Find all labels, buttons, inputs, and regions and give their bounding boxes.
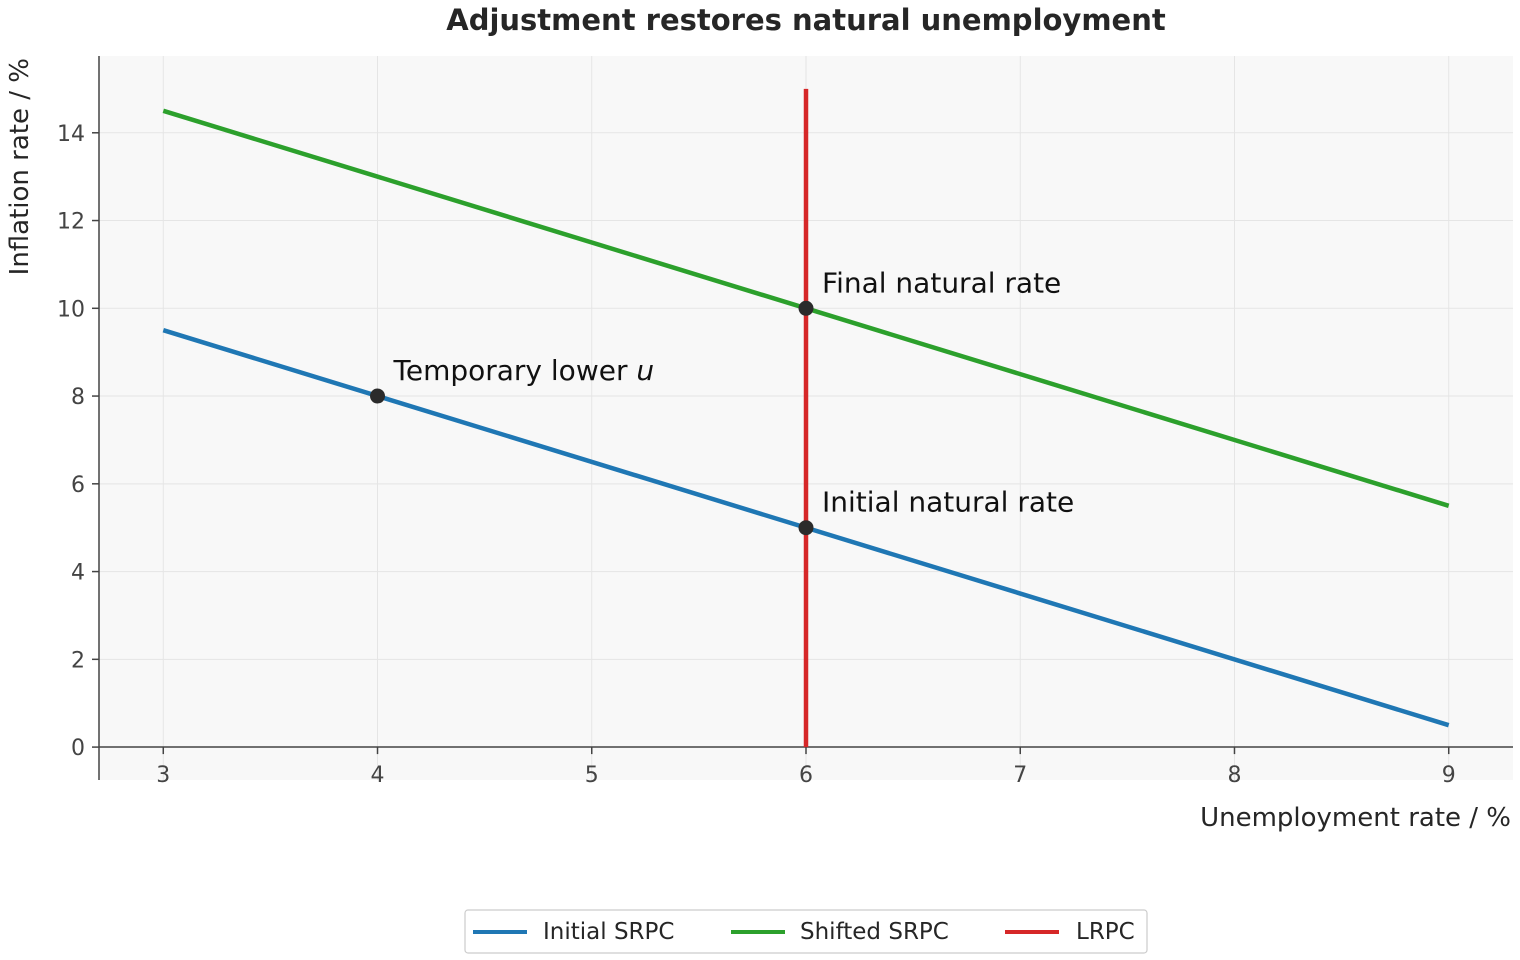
x-tick-label-0: 3 xyxy=(156,763,170,788)
legend-label-initial-srpc: Initial SRPC xyxy=(543,919,674,945)
y-tick-label-0: 0 xyxy=(71,736,85,761)
legend-label-shifted-srpc: Shifted SRPC xyxy=(800,919,949,945)
legend-box xyxy=(464,909,1148,954)
y-tick-label-4: 8 xyxy=(71,385,85,410)
legend-label-lrpc: LRPC xyxy=(1076,919,1135,945)
y-tick-label-7: 14 xyxy=(57,122,85,147)
x-axis-title: Unemployment rate / % xyxy=(1200,803,1511,833)
y-tick-label-3: 6 xyxy=(71,473,85,498)
legend: Initial SRPC Shifted SRPC LRPC xyxy=(464,909,1148,954)
ticks: 3 4 5 6 7 8 9 0 2 4 6 8 10 12 14 xyxy=(57,122,1456,788)
point-label-2: Initial natural rate xyxy=(822,486,1074,519)
y-tick-label-6: 12 xyxy=(57,210,85,235)
x-tick-label-1: 4 xyxy=(371,763,385,788)
points: Temporary lower u Final natural rate Initi… xyxy=(370,266,1074,536)
point-label-1: Final natural rate xyxy=(822,266,1061,299)
point-label-0: Temporary lower u xyxy=(393,354,655,387)
x-tick-label-4: 7 xyxy=(1013,763,1027,788)
x-tick-label-5: 8 xyxy=(1227,763,1241,788)
y-tick-label-2: 4 xyxy=(71,561,85,586)
y-axis-title: Inflation rate / % xyxy=(5,58,35,275)
point-marker-0 xyxy=(370,388,386,404)
y-tick-label-1: 2 xyxy=(71,648,85,673)
point-marker-1 xyxy=(798,300,814,316)
x-tick-label-2: 5 xyxy=(585,763,599,788)
y-tick-label-5: 10 xyxy=(57,297,85,322)
x-tick-label-6: 9 xyxy=(1442,763,1456,788)
point-marker-2 xyxy=(798,520,814,536)
chart-title: Adjustment restores natural unemployment xyxy=(446,3,1166,37)
x-tick-label-3: 6 xyxy=(799,763,813,788)
